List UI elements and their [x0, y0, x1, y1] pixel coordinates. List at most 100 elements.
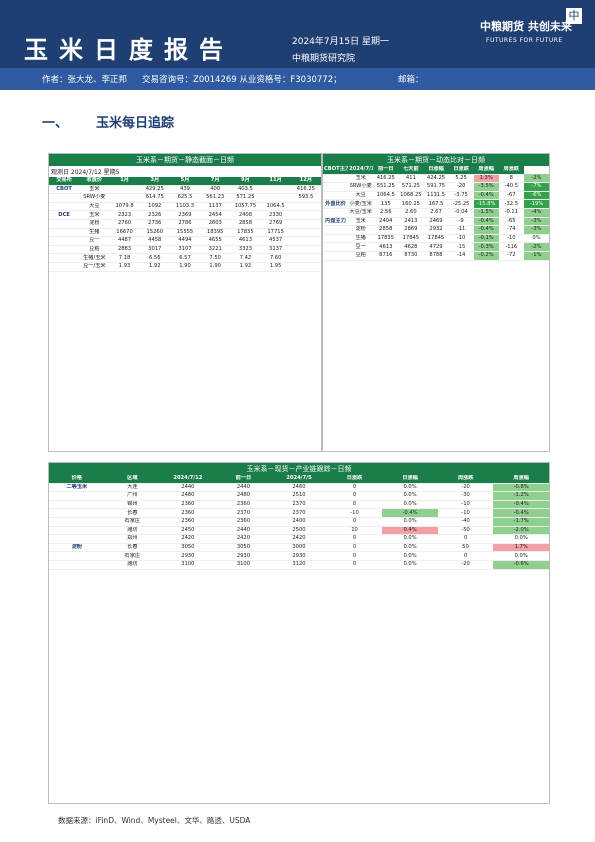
table-cell: -15.8% — [473, 199, 499, 209]
table-cell — [109, 193, 140, 203]
table-row: 生猪 17835 17845 17845 -10 -0.1% -10 0% — [323, 234, 549, 244]
table-cell: 2323 — [109, 210, 140, 220]
table-cell: 416.25 — [290, 185, 321, 195]
table-cell: 2.56 — [373, 208, 399, 218]
table-cell: 淀粉 — [79, 219, 110, 229]
table-cell: 591.75 — [423, 182, 449, 192]
table-cell: 0.0% — [493, 534, 549, 544]
table-cell: 豆粕 — [348, 251, 374, 261]
table-cell: 生猪 — [348, 234, 374, 244]
table-cell: 400 — [200, 185, 231, 195]
table-cell: 7.60 — [260, 253, 291, 263]
table-row: 郑州 2420 2420 2420 0 0.0% 0 0.0% — [49, 534, 549, 544]
table-cell: SRW小麦 — [79, 193, 110, 203]
table-cell: 玉米 — [348, 217, 374, 227]
report-header: 玉米日度报告 2024年7月15日 星期一 中粮期货研究院 中粮期货 共创未来 … — [0, 0, 595, 68]
table-cell: 5.25 — [448, 174, 474, 184]
table-row: 玉米 416.25 411 424.25 5.25 1.3% 8 -2% — [323, 174, 549, 184]
table-cell: 玉米 — [79, 210, 110, 220]
table-cell: 10 — [326, 526, 383, 536]
table-row: 淀粉 2858 2869 2932 -11 -0.4% -74 -3% — [323, 225, 549, 235]
table-row: 内盘主力 玉米 2404 2413 2469 -9 -0.4% -65 -3% — [323, 217, 549, 227]
table-cell: 3107 — [169, 245, 201, 255]
table-cell — [260, 185, 291, 195]
futures-static-table: 交易所 收盘价 1月 3月 5月 7月 9月 11月 12月 CBOT 玉米 429.25 439 400… — [49, 177, 321, 272]
table-cell: -3.5% — [473, 182, 499, 192]
spot-chain-title: 玉米系－现货－产业链跟踪－日频 — [49, 463, 549, 475]
table-cell: -3.75 — [448, 191, 474, 201]
table-cell: -1.7% — [493, 517, 549, 527]
table-cell: 2460 — [271, 483, 327, 493]
table-cell: 2803 — [200, 219, 231, 229]
table-cell: 4729 — [423, 242, 449, 252]
table-cell: 4613 — [373, 242, 399, 252]
table-cell: 571.25 — [398, 182, 424, 192]
table-cell: 2930 — [160, 551, 216, 561]
column-header: 1月 — [109, 177, 140, 186]
table-cell — [49, 526, 105, 536]
table-cell — [290, 202, 321, 212]
table-cell: 2370 — [271, 508, 327, 518]
table-row: 长春 2360 2370 2370 -10 -0.4% -10 -0.4% — [49, 508, 549, 518]
table-cell: 大豆/玉米 — [348, 208, 374, 218]
table-cell: 长春 — [104, 508, 161, 518]
column-header: 2024/7/5 — [271, 475, 327, 484]
table-cell: 淀粉 — [49, 543, 105, 553]
table-cell — [323, 234, 349, 244]
column-header: 周涨幅 — [473, 166, 499, 175]
table-cell: -0.4% — [473, 217, 499, 227]
table-row: 潍坊 2450 2440 2500 10 0.4% -50 -2.0% — [49, 526, 549, 536]
table-cell — [323, 182, 349, 192]
futures-static-title: 玉米系－期货－静态截面－日频 — [49, 154, 321, 166]
table-cell: 1103.3 — [169, 202, 201, 212]
table-cell: 3050 — [160, 543, 216, 553]
email-label: 邮箱： — [398, 75, 424, 85]
table-cell: DCE — [49, 210, 80, 220]
table-cell: 2360 — [215, 500, 272, 510]
table-cell: 0 — [326, 491, 383, 501]
table-cell — [290, 228, 321, 238]
table-cell: 2736 — [139, 219, 170, 229]
table-cell: -2% — [523, 174, 549, 184]
table-cell: 561.23 — [200, 193, 231, 203]
table-cell: 0 — [437, 551, 494, 561]
table-cell: 16670 — [109, 228, 140, 238]
table-row: DCE 玉米 2323 2326 2369 2454 2408 2330 — [49, 210, 321, 220]
table-cell: 锦州 — [104, 500, 161, 510]
table-cell: 3221 — [200, 245, 231, 255]
author-bar: 作者：张大龙、李正邦 交易咨询号：Z0014269 从业资格号：F3030772… — [0, 68, 595, 90]
table-cell: 8 — [498, 174, 524, 184]
table-cell: 1.92 — [139, 262, 170, 272]
table-row: 石家庄 2930 2930 2930 0 0.0% 0 0.0% — [49, 551, 549, 561]
table-cell: 416.25 — [373, 174, 399, 184]
table-cell: CBOT — [49, 185, 80, 195]
table-cell: 2413 — [398, 217, 424, 227]
table-cell: 3323 — [230, 245, 261, 255]
table-cell: 0 — [326, 483, 383, 493]
table-cell: 2480 — [160, 491, 216, 501]
table-cell — [323, 251, 349, 261]
report-date: 2024年7月15日 星期一 — [292, 37, 389, 47]
table-cell: 2930 — [271, 551, 327, 561]
table-cell: -10 — [437, 500, 494, 510]
table-row: 生猪/玉米 7.18 6.56 6.57 7.50 7.42 7.60 — [49, 253, 321, 263]
table-cell: -15 — [448, 242, 474, 252]
table-cell: 2360 — [160, 500, 216, 510]
table-row: 外盘比价 小麦/玉米 135 160.25 167.5 -25.25 -15.8% -32.5… — [323, 199, 549, 209]
spot-chain-table: 价格 区域 2024/7/12 前一日 2024/7/5 日涨跌 日涨幅 周涨跌 周涨幅 二等玉米… — [49, 475, 549, 570]
column-header: 前一日 — [215, 475, 272, 484]
table-cell: 3100 — [160, 560, 216, 570]
table-cell: -4% — [523, 208, 549, 218]
table-cell: 15555 — [169, 228, 201, 238]
table-cell: 7.50 — [200, 253, 231, 263]
table-cell: 小麦/玉米 — [348, 199, 374, 209]
table-cell — [49, 551, 105, 561]
table-cell: 1092 — [139, 202, 170, 212]
report-title: 玉米日度报告 — [24, 35, 234, 64]
table-header: 交易所 收盘价 1月 3月 5月 7月 9月 11月 12月 — [49, 177, 321, 186]
table-cell: -2% — [523, 242, 549, 252]
table-cell: 0.0% — [382, 491, 438, 501]
table-cell — [49, 500, 105, 510]
table-cell: 0 — [326, 534, 383, 544]
table-cell: 4628 — [398, 242, 424, 252]
